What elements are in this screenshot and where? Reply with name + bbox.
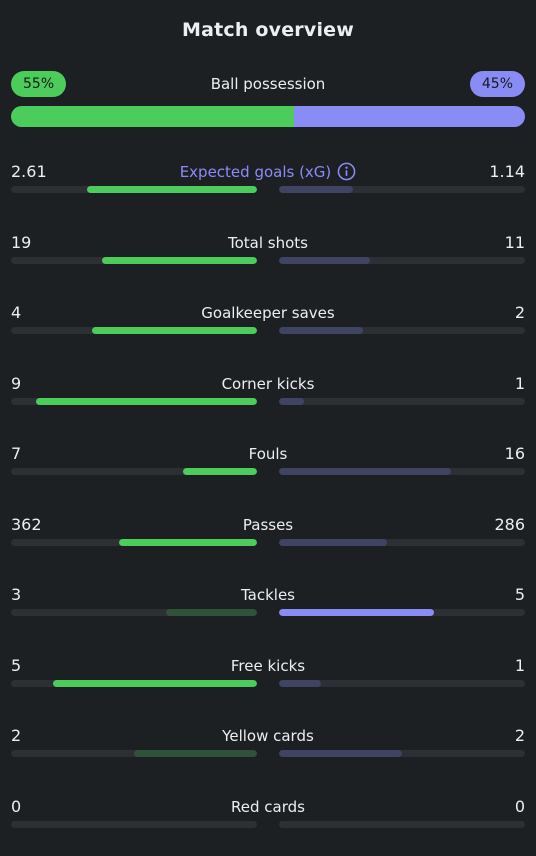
- home-bar-fill: [134, 750, 257, 757]
- away-value: 1.14: [489, 162, 525, 181]
- panel-title: Match overview: [181, 19, 355, 41]
- home-value: 9: [11, 373, 22, 393]
- home-bar-fill: [165, 609, 257, 616]
- home-possession-segment: [11, 106, 294, 127]
- home-bar-fill: [87, 186, 257, 193]
- stat-label-text: Fouls: [248, 445, 288, 463]
- away-bar-fill: [279, 468, 452, 475]
- away-bar-fill: [279, 679, 321, 687]
- stat-label-text: Total shots: [228, 233, 308, 252]
- home-bar-track: [11, 538, 257, 546]
- stat-label-text: Tackles: [240, 586, 296, 604]
- possession-bar: [11, 106, 525, 127]
- stat-row: 2 Yellow cards 2: [11, 725, 525, 765]
- home-value: 19: [11, 232, 32, 252]
- away-bar-fill: [279, 609, 434, 616]
- stat-label: Fouls: [11, 443, 525, 465]
- home-value: 5: [11, 655, 22, 675]
- stat-row: 19 Total shots 11: [11, 232, 525, 272]
- away-bar-fill: [279, 538, 388, 546]
- stat-row: 7 Fouls 16: [11, 443, 525, 483]
- away-value: 1: [514, 373, 525, 393]
- home-value: 2.61: [11, 162, 47, 181]
- away-bar-track: [279, 679, 525, 687]
- away-bar-fill: [279, 750, 402, 757]
- home-bar-track: [11, 397, 257, 405]
- home-bar-track: [11, 256, 257, 264]
- away-value: 1: [514, 655, 525, 675]
- home-bar-track: [11, 679, 257, 687]
- stat-label: Corner kicks: [11, 373, 525, 395]
- away-bar-fill: [279, 186, 353, 193]
- stat-row: 362 Passes 286: [11, 514, 525, 554]
- away-bar-track: [279, 750, 525, 757]
- stat-label-text: Free kicks: [230, 656, 306, 675]
- home-bar-track: [11, 820, 257, 828]
- possession-header: 55% Ball possession 45%: [11, 71, 525, 97]
- stat-label: Red cards: [11, 796, 525, 818]
- stat-row: 5 Free kicks 1: [11, 655, 525, 695]
- stat-label-text: Red cards: [231, 797, 305, 816]
- stat-row: 3 Tackles 5: [11, 584, 525, 624]
- away-bar-track: [279, 397, 525, 405]
- away-value: 2: [514, 726, 525, 745]
- away-value: 5: [514, 585, 525, 604]
- away-value: 0: [514, 796, 525, 816]
- home-bar-fill: [183, 468, 257, 475]
- stat-row: 2.61 Expected goals (xG) 1.14: [11, 161, 525, 201]
- away-value: 16: [504, 444, 525, 463]
- possession-label: Ball possession: [210, 75, 326, 93]
- home-bar-track: [11, 468, 257, 475]
- away-bar-fill: [279, 327, 363, 334]
- away-value: 286: [494, 514, 525, 534]
- away-bar-track: [279, 820, 525, 828]
- stat-label-text: Passes: [242, 515, 294, 534]
- away-bar-track: [279, 186, 525, 193]
- home-bar-track: [11, 327, 257, 334]
- home-value: 2: [11, 726, 22, 745]
- home-possession-badge: 55%: [11, 71, 67, 97]
- home-value: 362: [11, 514, 42, 534]
- home-bar-track: [11, 609, 257, 616]
- away-bar-track: [279, 538, 525, 546]
- stat-label-text: Goalkeeper saves: [201, 304, 335, 322]
- home-value: 4: [11, 303, 22, 322]
- away-bar-fill: [279, 397, 304, 405]
- away-possession-segment: [293, 106, 525, 127]
- stat-row: 9 Corner kicks 1: [11, 373, 525, 413]
- away-bar-track: [279, 256, 525, 264]
- home-bar-fill: [52, 679, 257, 687]
- stat-label: Passes: [11, 514, 525, 536]
- home-value: 0: [11, 796, 22, 816]
- stat-label: Total shots: [11, 232, 525, 254]
- home-bar-track: [11, 186, 257, 193]
- away-bar-track: [279, 609, 525, 616]
- home-bar-fill: [92, 327, 257, 334]
- away-bar-track: [279, 327, 525, 334]
- away-bar-track: [279, 468, 525, 475]
- home-value: 7: [11, 444, 22, 463]
- home-bar-track: [11, 750, 257, 757]
- away-possession-badge: 45%: [469, 71, 525, 97]
- stat-row: 4 Goalkeeper saves 2: [11, 302, 525, 342]
- stat-label[interactable]: Expected goals (xG): [11, 161, 525, 183]
- home-bar-fill: [102, 256, 257, 264]
- stat-row: 0 Red cards 0: [11, 796, 525, 836]
- stat-label-text: Corner kicks: [221, 374, 315, 393]
- stat-label-text: Yellow cards: [222, 727, 314, 745]
- home-bar-fill: [35, 397, 257, 405]
- away-value: 2: [514, 303, 525, 322]
- stat-label: Tackles: [11, 584, 525, 606]
- info-icon[interactable]: [337, 162, 356, 181]
- stat-label: Yellow cards: [11, 725, 525, 747]
- away-value: 11: [504, 232, 525, 252]
- stat-label: Goalkeeper saves: [11, 302, 525, 324]
- stat-label-text: Expected goals (xG): [179, 163, 332, 181]
- stat-label: Free kicks: [11, 655, 525, 677]
- home-bar-fill: [119, 538, 257, 546]
- away-bar-fill: [279, 256, 371, 264]
- home-value: 3: [11, 585, 22, 604]
